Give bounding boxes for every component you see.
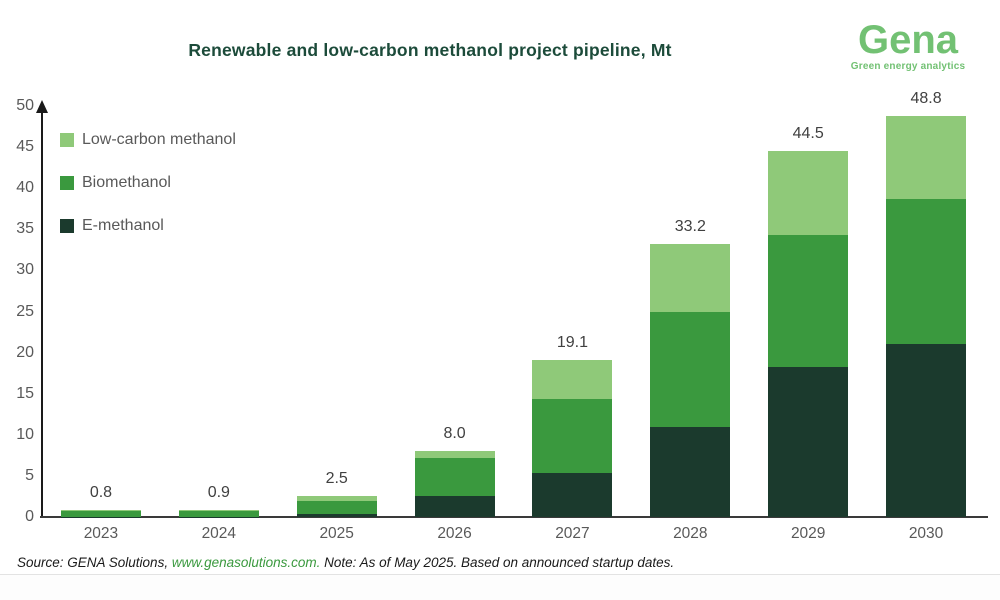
- source-note-text: Note: As of May 2025. Based on announced…: [320, 555, 675, 570]
- stacked-bar-2023: [60, 510, 141, 517]
- legend-item-e-methanol: E-methanol: [60, 216, 236, 236]
- y-tick-label: 35: [16, 220, 34, 238]
- bar-segment-low-carbon-methanol: [60, 510, 141, 512]
- stacked-bar-2025: [296, 496, 377, 517]
- y-tick-label: 25: [16, 302, 34, 320]
- x-category-label: 2023: [83, 525, 119, 542]
- bar-segment-low-carbon-methanol: [650, 244, 731, 312]
- legend-label: E-methanol: [82, 217, 164, 234]
- legend: Low-carbon methanol Biomethanol E-methanol: [60, 130, 236, 259]
- bar-segment-e-methanol: [532, 473, 613, 517]
- page-title: Renewable and low-carbon methanol projec…: [188, 40, 672, 60]
- x-category-label: 2030: [908, 525, 944, 542]
- x-category-label: 2028: [673, 525, 708, 542]
- source-link[interactable]: www.genasolutions.com.: [171, 555, 321, 570]
- bar-total-label: 33.2: [674, 218, 706, 236]
- bar-total-label: 0.8: [89, 484, 113, 502]
- bar-segment-biomethanol: [414, 457, 495, 496]
- y-tick-label: 15: [16, 384, 34, 402]
- bar-slot: 0.9 2024: [160, 106, 278, 542]
- bar-segment-biomethanol: [650, 311, 731, 427]
- bar-slot: 33.2 2028: [631, 106, 749, 542]
- legend-label: Biomethanol: [82, 174, 171, 191]
- x-category-label: 2025: [319, 525, 354, 542]
- bar-segment-biomethanol: [296, 500, 377, 515]
- x-category-label: 2026: [437, 525, 472, 542]
- bar-segment-e-methanol: [650, 426, 731, 517]
- bar-total-label: 8.0: [443, 425, 466, 443]
- stacked-bar-2030: [886, 115, 967, 517]
- legend-swatch-icon: [60, 133, 74, 147]
- bar-segment-low-carbon-methanol: [414, 451, 495, 458]
- y-axis-line: [41, 112, 43, 518]
- bottom-margin: [0, 575, 1000, 600]
- bar-segment-biomethanol: [768, 235, 849, 367]
- bar-slot: 8.0 2026: [396, 106, 514, 542]
- bar-segment-e-methanol: [414, 495, 495, 517]
- stacked-bar-2024: [178, 509, 259, 517]
- bar-total-label: 0.9: [207, 483, 230, 501]
- source-note: Source: GENA Solutions, www.genasolution…: [17, 555, 987, 570]
- bar-segment-e-methanol: [886, 343, 967, 517]
- bar-total-label: 44.5: [792, 125, 824, 143]
- bar-segment-low-carbon-methanol: [532, 360, 613, 399]
- legend-item-low-carbon-methanol: Low-carbon methanol: [60, 130, 236, 150]
- bar-slot: 44.5 2029: [749, 106, 867, 542]
- x-category-label: 2029: [790, 525, 826, 542]
- stacked-bar-2026: [414, 451, 495, 517]
- x-category-label: 2027: [555, 525, 590, 542]
- y-axis-arrow-icon: [36, 100, 48, 113]
- logo-wordmark: Gena: [857, 18, 959, 62]
- footer-divider: [0, 574, 1000, 575]
- bar-slot: 19.1 2027: [514, 106, 632, 542]
- bar-segment-e-methanol: [296, 514, 377, 517]
- y-tick-label: 45: [16, 138, 34, 156]
- x-axis-line: [40, 516, 988, 518]
- stacked-bar-2028: [650, 244, 731, 517]
- bar-segment-biomethanol: [178, 510, 259, 517]
- y-tick-label: 50: [16, 97, 34, 114]
- bar-segment-low-carbon-methanol: [768, 151, 849, 236]
- bar-segment-e-methanol: [768, 366, 849, 517]
- bar-slot: 48.8 2030: [867, 90, 985, 542]
- bar-segment-biomethanol: [532, 398, 613, 474]
- bar-slot: 0.8 2023: [42, 106, 160, 542]
- gena-logo: Gena Green energy analytics: [838, 20, 978, 72]
- bar-segment-low-carbon-methanol: [178, 509, 259, 511]
- y-tick-label: 0: [25, 508, 34, 525]
- source-prefix: Source: GENA Solutions,: [17, 555, 172, 570]
- plot-area: 0.8 2023 0.9 2024 2.5 2025 8.0 2026 19.1 2027 33.2…: [42, 90, 985, 542]
- y-tick-label: 30: [16, 261, 34, 279]
- legend-swatch-icon: [60, 219, 74, 233]
- y-tick-label: 10: [16, 425, 34, 443]
- legend-swatch-icon: [60, 176, 74, 190]
- stacked-bar-2027: [532, 360, 613, 517]
- bar-segment-biomethanol: [886, 198, 967, 344]
- bar-total-label: 48.8: [910, 89, 942, 107]
- logo-tagline: Green energy analytics: [850, 61, 966, 72]
- bar-total-label: 19.1: [556, 334, 588, 351]
- legend-label: Low-carbon methanol: [82, 131, 236, 148]
- bar-segment-biomethanol: [60, 511, 141, 517]
- bar-segment-low-carbon-methanol: [886, 115, 967, 199]
- y-tick-label: 20: [16, 343, 34, 361]
- y-tick-label: 5: [25, 466, 34, 484]
- y-tick-label: 40: [16, 179, 34, 197]
- legend-item-biomethanol: Biomethanol: [60, 173, 236, 193]
- x-category-label: 2024: [201, 525, 237, 542]
- stacked-bar-2029: [768, 151, 849, 517]
- bar-segment-low-carbon-methanol: [296, 496, 377, 501]
- bar-slot: 2.5 2025: [278, 106, 396, 542]
- bar-total-label: 2.5: [325, 470, 348, 488]
